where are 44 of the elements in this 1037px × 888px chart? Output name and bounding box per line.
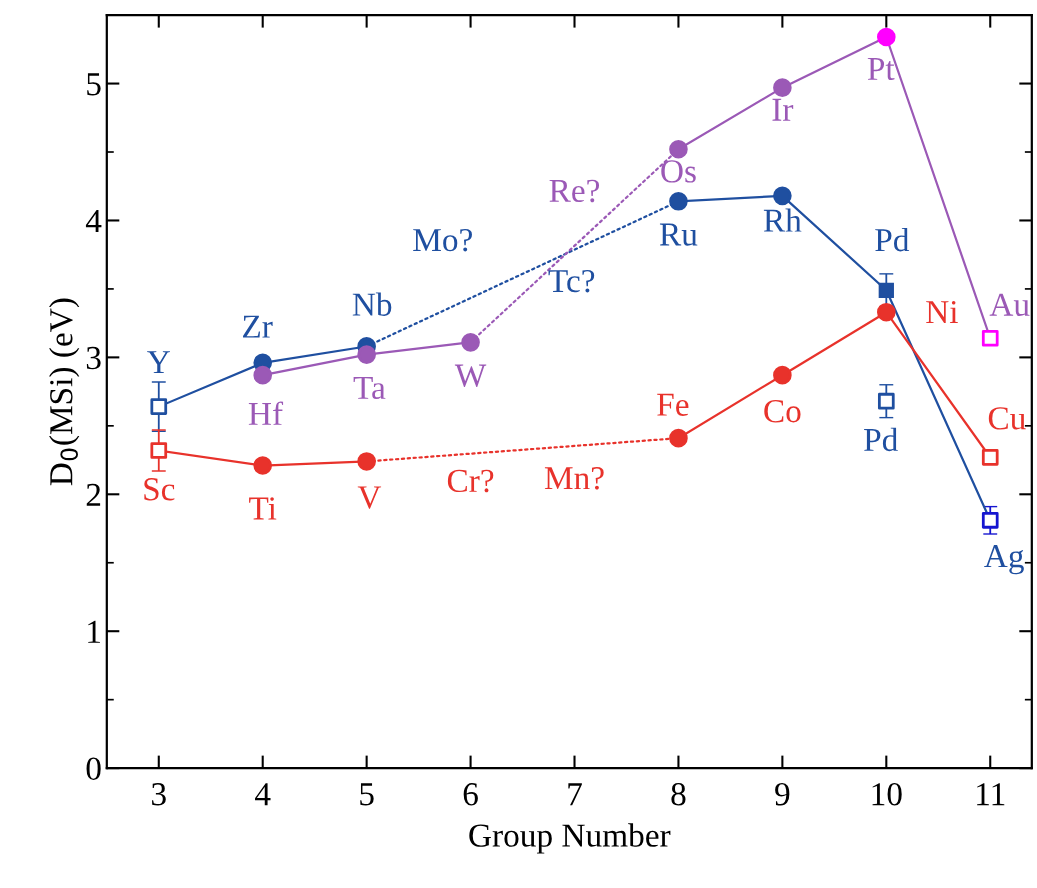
annotation: Mo? xyxy=(413,228,472,252)
y-tick-label: 3 xyxy=(86,346,101,370)
x-tick-label: 9 xyxy=(775,783,790,806)
x-tick-label: 4 xyxy=(255,783,271,806)
x-tick-label: 11 xyxy=(977,783,1005,806)
annotation: Y xyxy=(147,351,170,374)
x-axis-title: Group Number xyxy=(469,823,671,854)
x-tick-label: 10 xyxy=(872,782,902,806)
annotation: Co xyxy=(764,400,801,423)
annotation: Pd xyxy=(875,227,910,252)
annotation: Pt xyxy=(867,57,895,81)
y-tick-label: 4 xyxy=(85,210,102,233)
annotation: Ru xyxy=(659,223,698,246)
annotation: Au xyxy=(989,293,1030,316)
x-tick-label: 5 xyxy=(360,783,374,806)
x-tick-label: 8 xyxy=(671,782,686,806)
annotation: Os xyxy=(661,160,696,183)
annotation: Ta xyxy=(353,376,386,400)
annotation: Tc? xyxy=(548,269,595,293)
y-tick-label: 0 xyxy=(86,757,101,781)
annotation: Ti xyxy=(249,497,277,520)
x-tick-label: 3 xyxy=(152,783,166,806)
annotation: Ir xyxy=(772,98,794,121)
y-tick-label: 2 xyxy=(86,483,101,506)
annotation: Rh xyxy=(763,208,802,232)
annotation: Pd xyxy=(864,427,898,452)
annotation: Cu xyxy=(988,407,1026,430)
annotation: V xyxy=(357,486,382,509)
annotation: Cr? xyxy=(447,469,494,493)
annotation: Zr xyxy=(243,315,273,338)
y-tick-label: 5 xyxy=(87,73,101,96)
annotation: Fe xyxy=(657,393,689,416)
y-tick-label: 1 xyxy=(88,620,100,643)
annotation: W xyxy=(454,364,487,387)
x-tick-label: 7 xyxy=(568,783,582,806)
x-tick-label: 6 xyxy=(463,783,478,806)
annotation: Re? xyxy=(549,179,600,203)
annotation: Sc xyxy=(144,478,175,501)
annotation: Ni xyxy=(926,300,958,323)
annotation: Ag xyxy=(984,545,1024,575)
y-axis-title: D$_{0}$(MSi) (eV) xyxy=(49,298,80,486)
annotation: Mn? xyxy=(544,467,604,490)
annotation: Nb xyxy=(352,292,392,316)
annotation: Hf xyxy=(248,401,284,425)
